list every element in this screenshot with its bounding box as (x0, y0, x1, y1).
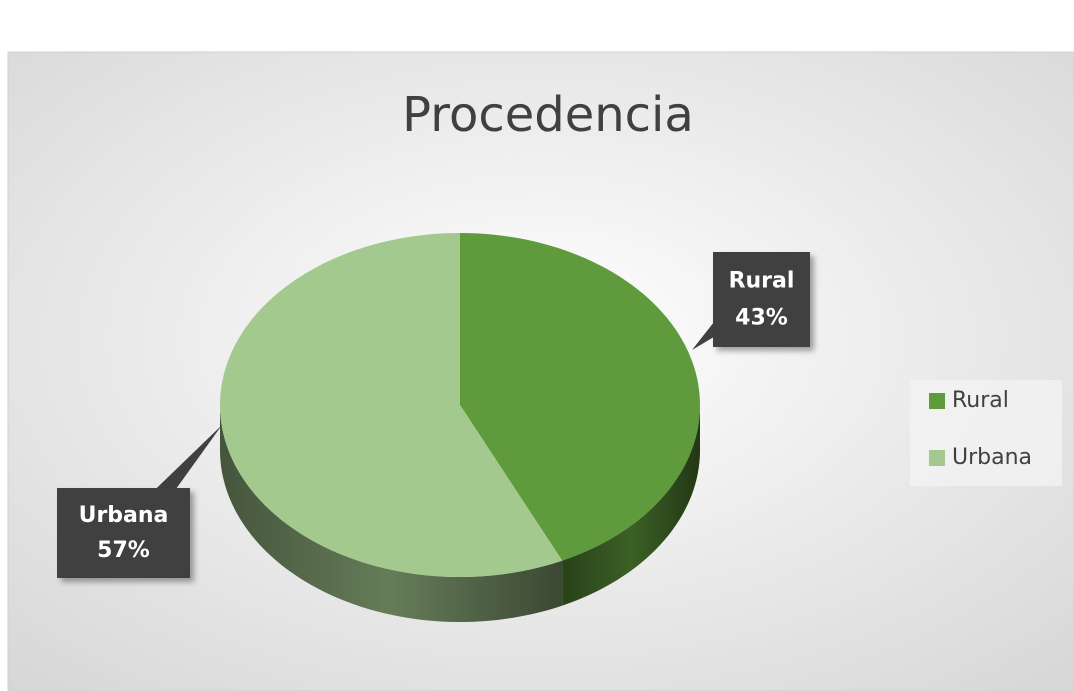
data-label-value: 43% (735, 306, 788, 331)
data-label-box (57, 488, 190, 578)
legend-label: Rural (952, 388, 1009, 413)
pie-slice (460, 233, 700, 561)
data-label-category: Urbana (79, 503, 169, 528)
pie-side-shade (562, 405, 700, 606)
legend-swatch (929, 393, 945, 409)
legend-swatch (929, 450, 945, 466)
data-label-box (713, 252, 810, 347)
pie-side-shade (220, 405, 563, 622)
label-leader (692, 323, 713, 350)
chart-title: Procedencia (402, 87, 694, 143)
data-label-value: 57% (97, 538, 150, 563)
data-label-category: Rural (729, 268, 795, 293)
label-leader (156, 425, 222, 488)
pie-slice (220, 233, 563, 577)
legend-label: Urbana (952, 445, 1032, 470)
